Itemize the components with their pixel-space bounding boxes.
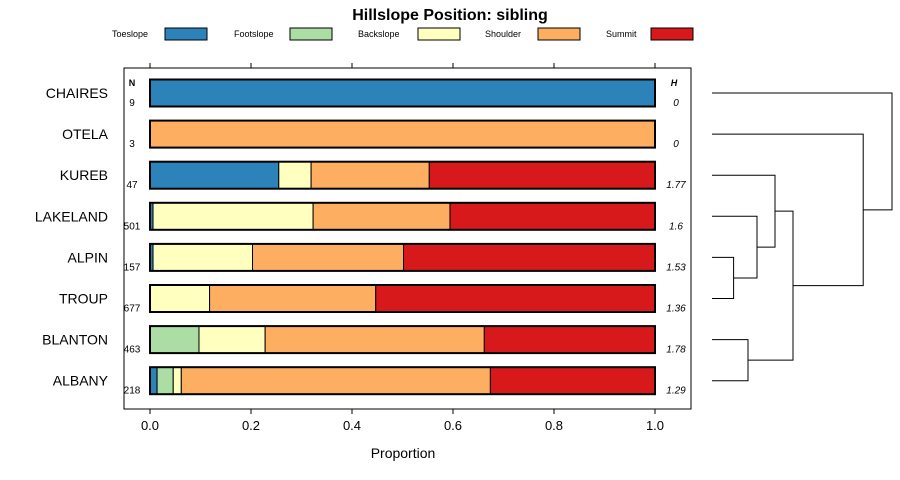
bar-segment (152, 243, 254, 272)
row-n-value: 9 (129, 98, 135, 109)
dendrogram-link (748, 210, 794, 361)
legend: Toeslope Footslope Backslope Shoulder Summit (112, 27, 694, 41)
row-h-value: 1.29 (666, 386, 686, 397)
bar-segment (209, 284, 377, 313)
bar-segment (312, 202, 451, 231)
row-h-value: 0 (673, 98, 679, 109)
legend-swatch (650, 27, 694, 41)
bar-segment (149, 161, 280, 190)
row-label: ALBANY (53, 373, 109, 389)
row-label: ALPIN (68, 249, 108, 265)
bar-segment (449, 202, 656, 231)
bar-outline (149, 160, 656, 190)
bars: CHAIRES 9 0 OTELA 3 0 KUREB 47 1.77 LAKELAND 501 1.… (35, 78, 686, 397)
bar-segment (375, 284, 656, 313)
x-axis: 0.0 0.2 0.4 0.6 0.8 1.0 (141, 63, 664, 433)
bar-outline (149, 366, 656, 396)
legend-swatch (417, 27, 461, 41)
bar-outline (149, 242, 656, 272)
dendrogram-link (712, 174, 776, 248)
x-tick-label: 0.6 (444, 418, 462, 433)
row-h-value: 1.78 (666, 345, 686, 356)
dendrogram-link (712, 339, 749, 382)
dendrogram-link (712, 256, 735, 299)
x-tick-label: 0.8 (545, 418, 563, 433)
bar-segment (403, 243, 656, 272)
row-n-value: 501 (124, 221, 141, 232)
row-label: KUREB (60, 167, 108, 183)
x-axis-label: Proportion (371, 445, 436, 461)
bar-segment (483, 325, 656, 354)
bar-segment (428, 161, 656, 190)
legend-label: Footslope (234, 29, 274, 39)
row-h-value: 0 (673, 139, 679, 150)
x-tick-label: 0.4 (343, 418, 361, 433)
row-h-value: 1.6 (669, 221, 683, 232)
bar-segment (149, 284, 211, 313)
bar-outline (149, 201, 656, 231)
bar-outline (149, 119, 656, 149)
dendrogram-link (712, 215, 758, 279)
row-n-value: 3 (129, 139, 135, 150)
n-column-header: N (129, 78, 136, 88)
bar-segment (198, 325, 266, 354)
dendrogram (712, 92, 893, 382)
bar-segment (149, 325, 200, 354)
row-n-value: 218 (124, 386, 141, 397)
legend-label: Summit (606, 29, 637, 39)
dendrogram-link (712, 92, 893, 211)
bar-outline (149, 325, 656, 355)
row-n-value: 463 (124, 345, 141, 356)
x-tick-label: 0.0 (141, 418, 159, 433)
plot-frame (123, 67, 692, 410)
row-label: OTELA (62, 126, 109, 142)
chart-title: Hillslope Position: sibling (352, 7, 548, 24)
bar-outline (149, 78, 656, 108)
row-label: BLANTON (42, 332, 108, 348)
row-h-value: 1.53 (666, 262, 686, 273)
bar-segment (172, 366, 182, 395)
legend-swatch (289, 27, 333, 41)
x-tick-label: 1.0 (646, 418, 664, 433)
bar-segment (278, 161, 312, 190)
legend-swatch (164, 27, 208, 41)
bar-segment (156, 366, 174, 395)
row-h-value: 1.77 (666, 180, 686, 191)
bar-segment (152, 202, 314, 231)
dendrogram-link (712, 133, 864, 287)
row-label: TROUP (59, 291, 108, 307)
bar-segment (180, 366, 491, 395)
legend-swatch (537, 27, 581, 41)
bar-segment (310, 161, 430, 190)
row-n-value: 157 (124, 262, 141, 273)
bar-segment (489, 366, 656, 395)
bar-outline (149, 284, 656, 313)
row-n-value: 677 (124, 304, 141, 315)
legend-label: Shoulder (485, 29, 521, 39)
bar-segment (252, 243, 405, 272)
row-h-value: 1.36 (666, 304, 686, 315)
row-label: CHAIRES (46, 85, 108, 101)
row-label: LAKELAND (35, 208, 108, 224)
bar-segment (149, 366, 158, 395)
bar-segment (149, 120, 656, 149)
legend-label: Backslope (358, 29, 400, 39)
x-tick-label: 0.2 (242, 418, 260, 433)
bar-segment (149, 79, 656, 107)
row-n-value: 47 (126, 180, 138, 191)
h-column-header: H (671, 78, 678, 88)
legend-label: Toeslope (112, 29, 148, 39)
bar-segment (264, 325, 485, 354)
